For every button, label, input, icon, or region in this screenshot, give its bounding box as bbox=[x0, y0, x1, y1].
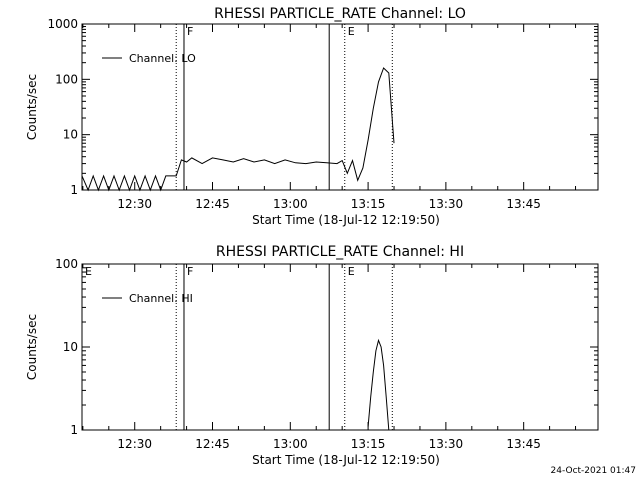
plot-frame bbox=[81, 263, 599, 431]
x-axis-label: Start Time (18-Jul-12 12:19:50) bbox=[252, 453, 440, 467]
x-tick-label: 13:30 bbox=[429, 437, 464, 451]
x-axis-label: Start Time (18-Jul-12 12:19:50) bbox=[252, 213, 440, 227]
plot-frame bbox=[81, 23, 599, 191]
series-line-0 bbox=[367, 338, 390, 431]
y-tick-label: 10 bbox=[63, 340, 78, 354]
y-tick-label: 100 bbox=[55, 72, 78, 86]
x-tick-label: 13:45 bbox=[506, 197, 541, 211]
legend-label: Channel: HI bbox=[129, 292, 193, 305]
marker-label: E bbox=[85, 265, 92, 278]
footer-timestamp: 24-Oct-2021 01:47 bbox=[550, 466, 636, 476]
x-tick-label: 12:30 bbox=[117, 437, 152, 451]
series-line-0 bbox=[81, 67, 395, 192]
x-tick-label: 13:15 bbox=[351, 197, 386, 211]
x-tick-label: 13:30 bbox=[429, 197, 464, 211]
y-axis-label: Counts/sec bbox=[25, 74, 39, 140]
y-tick-label: 10 bbox=[63, 128, 78, 142]
marker-label: E bbox=[348, 25, 355, 38]
marker-label: F bbox=[187, 265, 193, 278]
x-tick-label: 12:45 bbox=[195, 437, 230, 451]
marker-label: F bbox=[187, 25, 193, 38]
x-tick-label: 12:30 bbox=[117, 197, 152, 211]
y-tick-label: 1 bbox=[70, 423, 78, 437]
chart-panel-0: RHESSI PARTICLE_RATE Channel: LO 1 10 100 10… bbox=[25, 6, 599, 227]
legend-label: Channel: LO bbox=[129, 52, 196, 65]
y-tick-label: 1 bbox=[70, 183, 78, 197]
y-tick-label: 1000 bbox=[47, 17, 78, 31]
x-tick-label: 13:00 bbox=[273, 437, 308, 451]
x-tick-label: 13:15 bbox=[351, 437, 386, 451]
x-tick-label: 13:45 bbox=[506, 437, 541, 451]
y-axis-label: Counts/sec bbox=[25, 314, 39, 380]
chart-title: RHESSI PARTICLE_RATE Channel: LO bbox=[214, 6, 466, 22]
y-tick-label: 100 bbox=[55, 257, 78, 271]
marker-label: E bbox=[348, 265, 355, 278]
x-tick-label: 12:45 bbox=[195, 197, 230, 211]
chart-panel-1: RHESSI PARTICLE_RATE Channel: HI 1 10 100 12… bbox=[25, 244, 599, 467]
x-tick-label: 13:00 bbox=[273, 197, 308, 211]
chart-title: RHESSI PARTICLE_RATE Channel: HI bbox=[216, 244, 464, 260]
